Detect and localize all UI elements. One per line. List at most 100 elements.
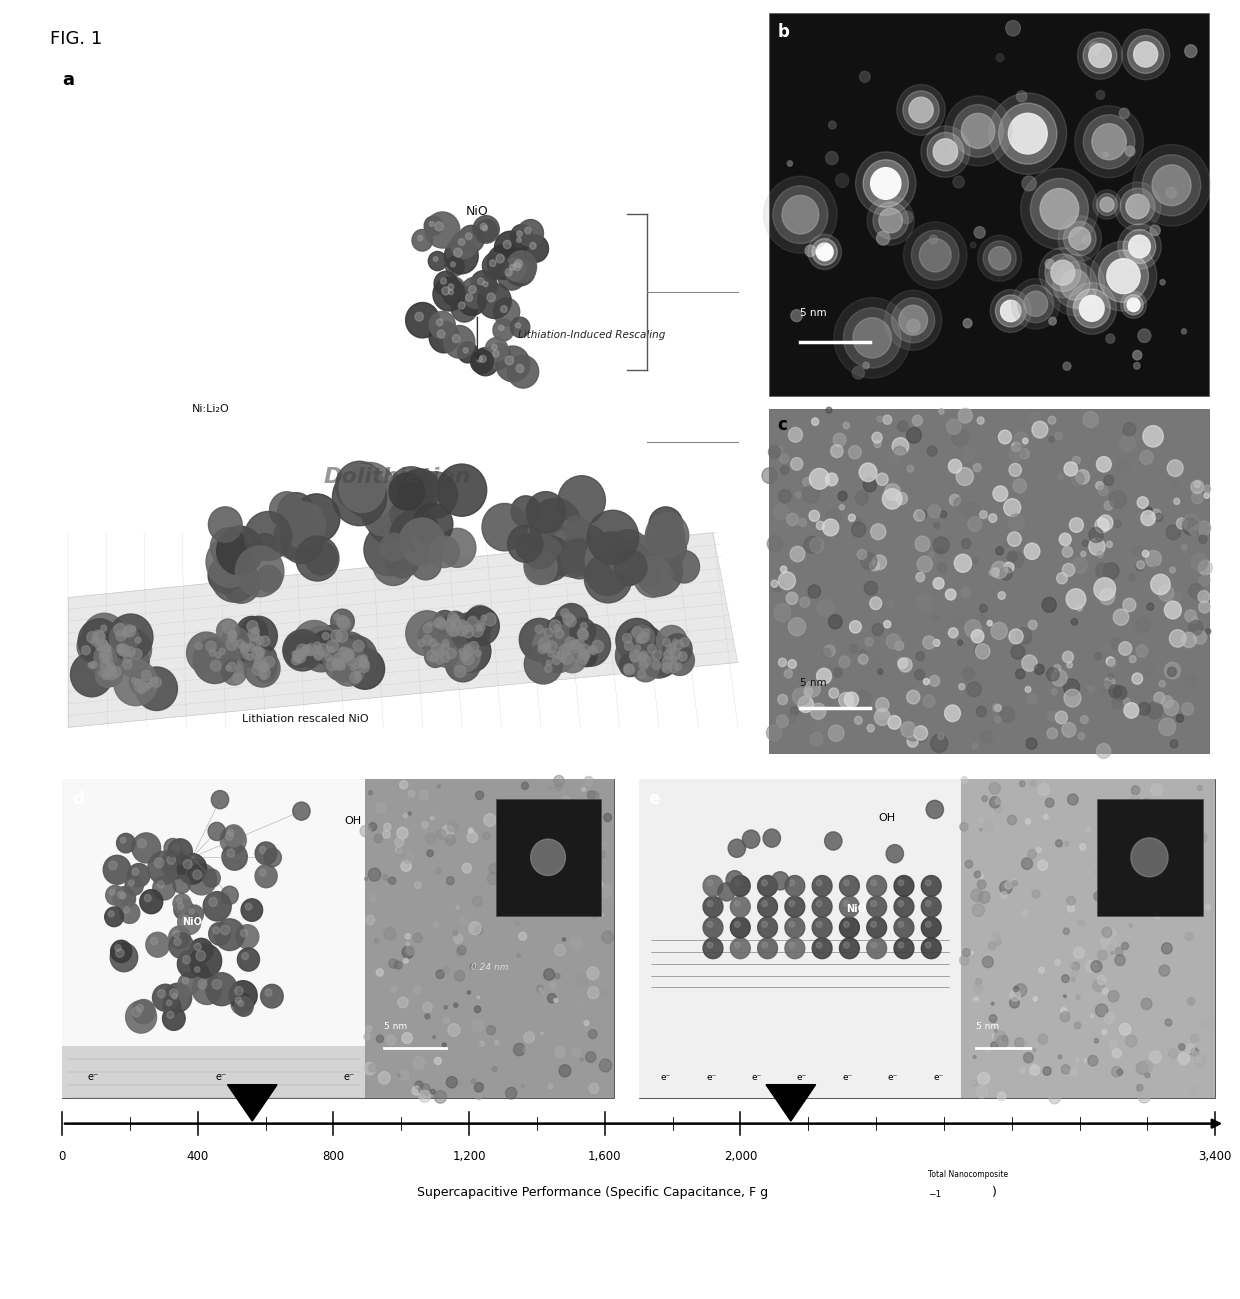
Circle shape (443, 639, 449, 647)
Circle shape (1017, 91, 1027, 101)
Circle shape (562, 542, 596, 579)
Circle shape (397, 847, 407, 857)
Circle shape (99, 652, 110, 662)
Circle shape (182, 956, 191, 964)
Circle shape (131, 648, 141, 660)
Circle shape (436, 320, 443, 326)
Circle shape (531, 865, 541, 876)
Circle shape (1192, 617, 1198, 624)
Circle shape (703, 938, 723, 959)
Circle shape (1109, 659, 1116, 668)
Circle shape (507, 356, 538, 388)
Circle shape (480, 356, 486, 362)
Circle shape (401, 861, 412, 872)
Circle shape (105, 665, 115, 677)
Circle shape (248, 629, 259, 640)
Circle shape (811, 733, 823, 746)
Circle shape (469, 922, 481, 935)
Circle shape (148, 851, 180, 885)
Circle shape (1106, 542, 1112, 548)
Circle shape (169, 933, 193, 959)
Circle shape (1182, 898, 1185, 903)
Circle shape (1137, 1085, 1143, 1091)
Circle shape (565, 529, 594, 559)
Circle shape (1023, 1052, 1033, 1063)
Circle shape (405, 303, 439, 338)
Circle shape (129, 669, 154, 695)
Circle shape (1159, 718, 1176, 735)
Circle shape (424, 646, 446, 668)
Circle shape (807, 234, 842, 270)
Bar (769, 409, 1209, 753)
Circle shape (1136, 617, 1151, 633)
Circle shape (1024, 291, 1048, 317)
Circle shape (1025, 686, 1030, 692)
Circle shape (839, 938, 859, 959)
Circle shape (1194, 630, 1207, 644)
Circle shape (588, 791, 595, 799)
Circle shape (434, 271, 458, 296)
Circle shape (439, 529, 476, 568)
Circle shape (1025, 738, 1037, 750)
Circle shape (1104, 1013, 1115, 1024)
Text: Ni:Li₂O: Ni:Li₂O (192, 404, 229, 414)
Circle shape (527, 536, 563, 574)
Circle shape (208, 557, 242, 594)
Circle shape (1114, 609, 1128, 625)
Circle shape (157, 990, 165, 998)
Circle shape (291, 656, 300, 665)
Circle shape (497, 260, 526, 290)
Circle shape (730, 896, 750, 917)
Circle shape (1014, 983, 1027, 996)
Circle shape (433, 611, 456, 635)
Circle shape (1075, 1059, 1079, 1061)
Circle shape (521, 1085, 525, 1087)
Circle shape (259, 847, 267, 853)
Circle shape (241, 647, 248, 655)
Circle shape (1167, 525, 1180, 540)
Circle shape (445, 835, 455, 846)
Circle shape (549, 620, 562, 633)
Circle shape (141, 670, 151, 681)
Circle shape (1047, 727, 1058, 739)
Circle shape (252, 647, 263, 659)
Circle shape (109, 890, 115, 895)
Text: FIG. 1: FIG. 1 (50, 30, 102, 48)
Circle shape (429, 221, 434, 226)
Circle shape (1101, 944, 1106, 950)
Circle shape (146, 682, 153, 688)
Circle shape (542, 643, 551, 653)
Circle shape (506, 1087, 517, 1099)
Circle shape (1064, 995, 1066, 998)
Circle shape (293, 621, 336, 665)
Circle shape (787, 713, 796, 722)
Circle shape (554, 999, 558, 1003)
Circle shape (852, 522, 866, 536)
Circle shape (632, 626, 644, 638)
Circle shape (223, 621, 234, 634)
Circle shape (100, 660, 110, 672)
Circle shape (414, 882, 422, 889)
Circle shape (436, 620, 446, 630)
Circle shape (529, 499, 582, 552)
Circle shape (573, 1048, 580, 1056)
Circle shape (208, 822, 226, 840)
Circle shape (1021, 169, 1099, 249)
Circle shape (870, 523, 885, 539)
Circle shape (1123, 599, 1136, 612)
Circle shape (582, 787, 585, 791)
Circle shape (1141, 1060, 1153, 1073)
Circle shape (877, 473, 888, 486)
Circle shape (376, 1035, 383, 1043)
Circle shape (221, 826, 247, 853)
Circle shape (1052, 688, 1058, 695)
Circle shape (471, 625, 484, 637)
Circle shape (1133, 42, 1158, 68)
Circle shape (937, 562, 947, 573)
Circle shape (386, 1035, 396, 1046)
Bar (50, 39, 744, 753)
Circle shape (1153, 825, 1163, 835)
Circle shape (869, 560, 879, 570)
Circle shape (526, 817, 531, 822)
Circle shape (463, 864, 471, 873)
